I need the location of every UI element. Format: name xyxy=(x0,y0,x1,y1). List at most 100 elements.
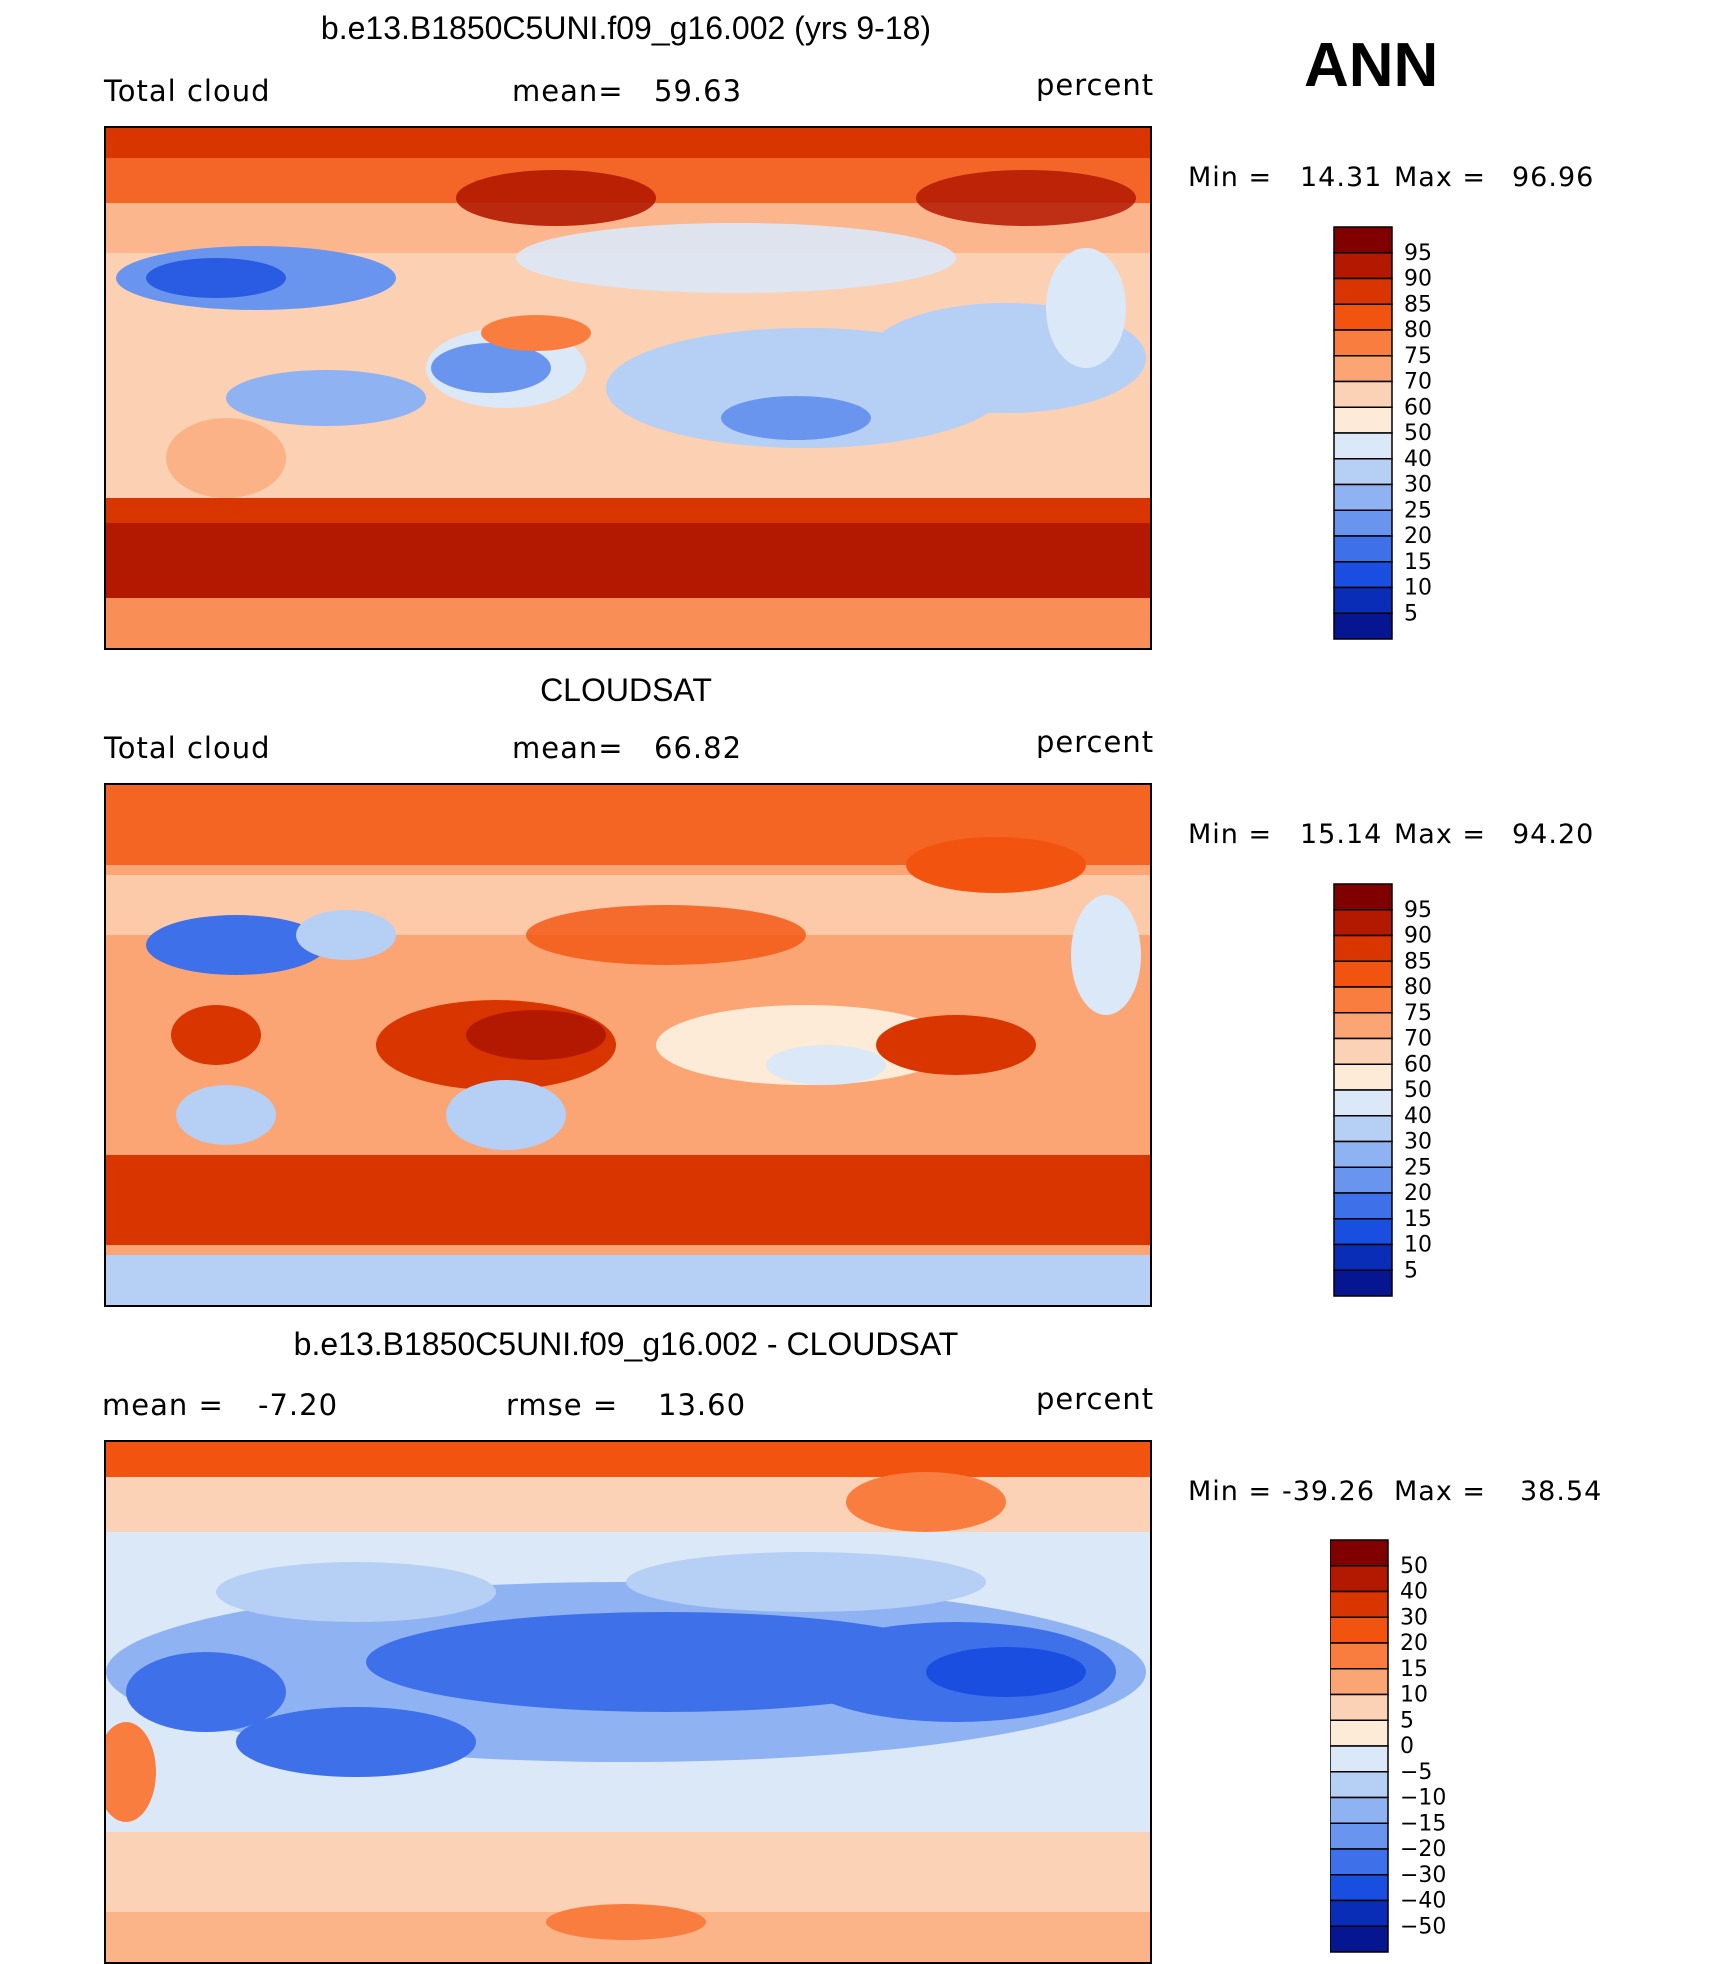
mean-label: mean = xyxy=(102,1388,224,1422)
min-label: Min = xyxy=(1188,1476,1273,1507)
colorbar-box xyxy=(1330,1590,1389,1618)
colorbar-label: 60 xyxy=(1404,395,1432,420)
colorbar-box xyxy=(1333,612,1393,640)
colorbar-label: 90 xyxy=(1404,924,1432,949)
colorbar-label: 30 xyxy=(1404,473,1432,498)
max-label: Max = xyxy=(1394,819,1487,850)
colorbar-box xyxy=(1333,960,1393,988)
mean-value: 59.63 xyxy=(654,74,743,108)
colorbar-label: 10 xyxy=(1400,1683,1428,1708)
panel-title: CLOUDSAT xyxy=(540,672,712,708)
colorbar-box xyxy=(1333,1218,1393,1246)
panel-title: b.e13.B1850C5UNI.f09_g16.002 (yrs 9-18) xyxy=(320,10,932,46)
colorbar-label: 25 xyxy=(1404,1155,1432,1180)
colorbar-box xyxy=(1333,226,1393,254)
colorbar-box xyxy=(1333,483,1393,511)
colorbar-box xyxy=(1333,1243,1393,1271)
colorbar-box xyxy=(1333,1269,1393,1297)
colorbar-label: −30 xyxy=(1400,1863,1446,1888)
colorbar-box xyxy=(1333,1089,1393,1117)
colorbar-box xyxy=(1333,509,1393,537)
colorbar-label: 90 xyxy=(1404,267,1432,292)
colorbar-box xyxy=(1333,458,1393,486)
mean-label: mean= xyxy=(512,731,624,765)
rmse-value: 13.60 xyxy=(658,1388,747,1422)
colorbar-box xyxy=(1330,1745,1389,1773)
units-label: percent xyxy=(1036,68,1155,102)
max-label: Max = xyxy=(1394,162,1487,193)
colorbar-label: −20 xyxy=(1400,1837,1446,1862)
units-label: percent xyxy=(1036,1382,1155,1416)
cloud-difference-map xyxy=(104,1440,1152,1964)
colorbar-box xyxy=(1330,1693,1389,1721)
rmse-label: rmse = xyxy=(506,1388,619,1422)
min-value: 14.31 xyxy=(1300,162,1383,193)
cloud-map-observation xyxy=(104,783,1152,1307)
colorbar-label: −40 xyxy=(1400,1889,1446,1914)
colorbar-label: 95 xyxy=(1404,241,1432,266)
colorbar-label: 40 xyxy=(1404,447,1432,472)
colorbar-box xyxy=(1330,1771,1389,1799)
colorbar-label: 85 xyxy=(1404,292,1432,317)
colorbar-box xyxy=(1330,1822,1389,1850)
colorbar-box xyxy=(1333,329,1393,357)
panel-title: b.e13.B1850C5UNI.f09_g16.002 - CLOUDSAT xyxy=(293,1326,959,1362)
colorbar-label: 20 xyxy=(1404,1181,1432,1206)
colorbar-box xyxy=(1333,586,1393,614)
colorbar-label: 70 xyxy=(1404,370,1432,395)
variable-label: Total cloud xyxy=(104,74,271,108)
colorbar-box xyxy=(1333,303,1393,331)
colorbar-box xyxy=(1330,1668,1389,1696)
colorbar-box xyxy=(1333,535,1393,563)
colorbar-label: 80 xyxy=(1404,318,1432,343)
colorbar-box xyxy=(1333,277,1393,305)
colorbar-box xyxy=(1330,1642,1389,1670)
colorbar-label: 75 xyxy=(1404,344,1432,369)
colorbar-label: −10 xyxy=(1400,1786,1446,1811)
colorbar-box xyxy=(1333,252,1393,280)
colorbar-label: 5 xyxy=(1404,1258,1418,1283)
colorbar-box xyxy=(1333,1115,1393,1143)
colorbar-box xyxy=(1333,1037,1393,1065)
colorbar-label: 95 xyxy=(1404,898,1432,923)
colorbar-label: 75 xyxy=(1404,1001,1432,1026)
colorbar-label: −50 xyxy=(1400,1914,1446,1939)
colorbar-box xyxy=(1333,934,1393,962)
min-value: 15.14 xyxy=(1300,819,1383,850)
colorbar-label: 85 xyxy=(1404,949,1432,974)
colorbar-box xyxy=(1330,1899,1389,1927)
colorbar-box xyxy=(1330,1848,1389,1876)
colorbar-box xyxy=(1333,1063,1393,1091)
mean-value: -7.20 xyxy=(258,1388,339,1422)
colorbar-label: 50 xyxy=(1404,1078,1432,1103)
colorbar-box xyxy=(1330,1616,1389,1644)
max-value: 94.20 xyxy=(1512,819,1595,850)
colorbar-box xyxy=(1333,883,1393,911)
colorbar-label: 5 xyxy=(1404,601,1418,626)
max-value: 96.96 xyxy=(1512,162,1595,193)
min-value: -39.26 xyxy=(1282,1476,1376,1507)
colorbar-label: 50 xyxy=(1404,421,1432,446)
colorbar-label: 20 xyxy=(1404,524,1432,549)
colorbar-box xyxy=(1333,1012,1393,1040)
colorbar-box xyxy=(1333,380,1393,408)
min-label: Min = xyxy=(1188,162,1273,193)
colorbar-box xyxy=(1333,406,1393,434)
colorbar-box xyxy=(1330,1719,1389,1747)
colorbar-label: 30 xyxy=(1404,1130,1432,1155)
colorbar-label: 0 xyxy=(1400,1734,1414,1759)
colorbar-box xyxy=(1333,1192,1393,1220)
colorbar-box xyxy=(1333,355,1393,383)
variable-label: Total cloud xyxy=(104,731,271,765)
colorbar-label: 50 xyxy=(1400,1554,1428,1579)
colorbar-box xyxy=(1333,432,1393,460)
colorbar-box xyxy=(1333,909,1393,937)
colorbar-label: 70 xyxy=(1404,1027,1432,1052)
colorbar-box xyxy=(1330,1539,1389,1567)
colorbar-label: 10 xyxy=(1404,576,1432,601)
cloud-map-model xyxy=(104,126,1152,650)
colorbar-box xyxy=(1333,986,1393,1014)
